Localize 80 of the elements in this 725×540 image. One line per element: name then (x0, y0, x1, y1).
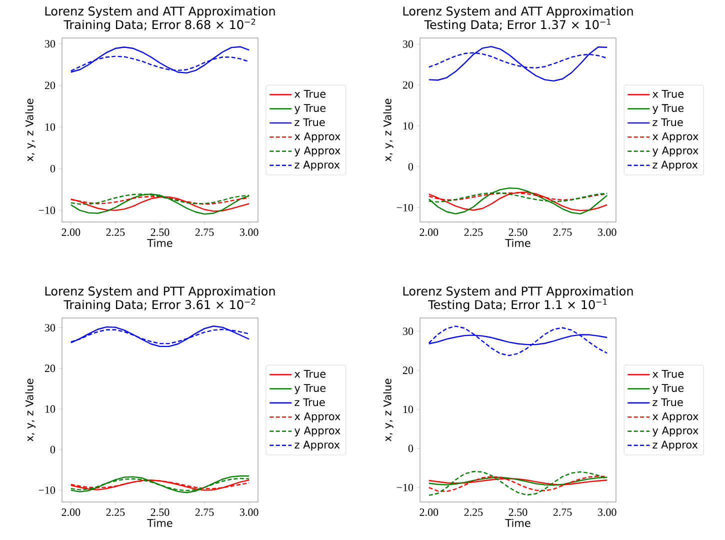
legend-label: x Approx (294, 412, 340, 422)
x-tick-label: 2.00 (62, 228, 80, 236)
x-tick-label: 2.25 (464, 228, 483, 236)
x-tick-label: 2.50 (508, 508, 528, 516)
legend-label: x True (652, 90, 684, 98)
y-tick-label: 30 (45, 324, 56, 332)
y-tick-label: 10 (403, 122, 414, 130)
y-tick-label: −10 (396, 204, 414, 212)
x-tick-label: 3.00 (598, 508, 616, 516)
x-tick-label: 2.50 (508, 228, 528, 236)
legend-label: y True (652, 104, 684, 114)
chart-title: Lorenz System and PTT Approximation (403, 286, 633, 298)
chart-title: Lorenz System and ATT Approximation (45, 6, 275, 18)
y-tick-label: 20 (402, 366, 414, 374)
legend-label: y Approx (652, 146, 698, 156)
y-tick-label: 0 (50, 165, 56, 172)
legend-label: y True (652, 384, 684, 394)
y-tick-label: 20 (44, 82, 56, 90)
y-tick-label: 10 (403, 406, 414, 414)
x-tick-label: 2.50 (150, 228, 170, 236)
legend-label: y True (294, 104, 326, 114)
legend-label: x True (652, 370, 684, 378)
y-tick-label: −10 (396, 484, 414, 492)
x-tick-label: 2.00 (62, 508, 80, 516)
y-tick-label: 0 (50, 446, 56, 454)
legend-label: x Approx (652, 412, 698, 422)
y-tick-label: 10 (45, 405, 56, 413)
y-axis-title: x, y, z Value (383, 98, 394, 162)
legend-label: z True (294, 118, 325, 126)
x-tick-label: 2.00 (420, 508, 438, 516)
x-axis-title: Time (147, 238, 172, 247)
chart-subtitle: Testing Data; Error 1.1 × 10$^{−1}$ (428, 298, 607, 312)
legend-label: x True (294, 370, 326, 378)
y-axis-title: x, y, z Value (25, 378, 36, 442)
x-tick-label: 2.75 (553, 508, 572, 516)
chart-title: Lorenz System and PTT Approximation (45, 286, 275, 298)
x-tick-label: 2.00 (420, 228, 438, 236)
y-tick-label: −10 (38, 486, 56, 494)
legend-label: z Approx (652, 440, 698, 451)
y-tick-label: 30 (45, 40, 56, 48)
chart-subtitle: Training Data; Error 8.68 × 10$^{−2}$ (64, 18, 256, 32)
chart-title: Lorenz System and ATT Approximation (403, 6, 633, 18)
chart-subtitle: Training Data; Error 3.61 × 10$^{−2}$ (64, 298, 256, 312)
x-tick-label: 2.25 (464, 508, 483, 516)
legend-label: z True (294, 398, 325, 406)
legend-label: z True (652, 118, 683, 126)
legend-label: z Approx (652, 160, 698, 171)
legend-label: x Approx (652, 132, 698, 142)
x-tick-label: 3.00 (240, 508, 258, 516)
chart-subtitle: Testing Data; Error 1.37 × 10$^{−1}$ (424, 18, 611, 32)
x-tick-label: 2.25 (106, 228, 125, 236)
y-tick-label: 0 (408, 163, 414, 171)
x-axis-title: Time (505, 238, 530, 247)
y-tick-label: 0 (408, 444, 414, 452)
legend-label: z Approx (294, 160, 340, 171)
legend-label: z Approx (294, 440, 340, 451)
legend-label: x True (294, 90, 326, 98)
y-tick-label: 20 (44, 364, 56, 372)
legend-label: y True (294, 384, 326, 394)
y-tick-label: 30 (403, 40, 414, 48)
x-tick-label: 2.75 (195, 508, 214, 516)
x-tick-label: 3.00 (240, 228, 258, 236)
legend-label: z True (652, 398, 683, 406)
x-tick-label: 2.50 (150, 508, 170, 516)
legend-label: y Approx (294, 426, 340, 436)
y-tick-label: 20 (402, 81, 414, 89)
y-tick-label: −10 (38, 206, 56, 214)
legend-label: y Approx (652, 426, 698, 436)
legend-label: x Approx (294, 132, 340, 142)
legend-label: y Approx (294, 146, 340, 156)
y-tick-label: 10 (45, 123, 56, 131)
y-tick-label: 30 (403, 328, 414, 335)
x-tick-label: 2.75 (195, 228, 214, 236)
x-tick-label: 3.00 (598, 228, 616, 236)
x-tick-label: 2.75 (553, 228, 572, 236)
x-axis-title: Time (505, 518, 530, 527)
y-axis-title: x, y, z Value (25, 98, 36, 162)
y-axis-title: x, y, z Value (383, 378, 394, 442)
x-axis-title: Time (147, 518, 172, 527)
x-tick-label: 2.25 (106, 508, 125, 516)
